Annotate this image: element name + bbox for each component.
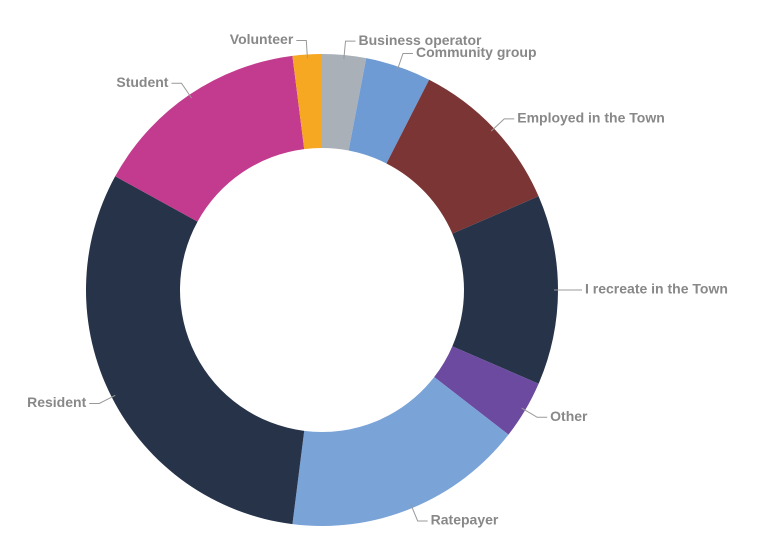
slice-label: Resident (27, 394, 86, 410)
slice-label: Community group (416, 44, 537, 60)
slice (115, 55, 305, 222)
slice (348, 58, 430, 164)
slice-label: Ratepayer (431, 512, 499, 528)
slice (292, 54, 322, 150)
slice (434, 346, 539, 435)
slice (322, 54, 367, 151)
slice (85, 176, 305, 525)
slice-label: Volunteer (230, 31, 294, 47)
slice-label: Student (116, 74, 168, 90)
slice (292, 377, 509, 527)
leader-line (410, 504, 428, 522)
slice (452, 196, 559, 384)
leader-line (343, 40, 356, 60)
leader-line (296, 39, 308, 59)
leader-line (89, 394, 116, 404)
leader-line (396, 52, 413, 71)
slice-label: I recreate in the Town (585, 281, 728, 297)
slice-label: Employed in the Town (517, 110, 665, 126)
leader-line (490, 118, 515, 132)
slice (386, 79, 539, 234)
slice-label: Other (550, 408, 588, 424)
leader-line (171, 82, 193, 99)
leader-line (521, 407, 548, 418)
slice-label: Business operator (359, 32, 482, 48)
